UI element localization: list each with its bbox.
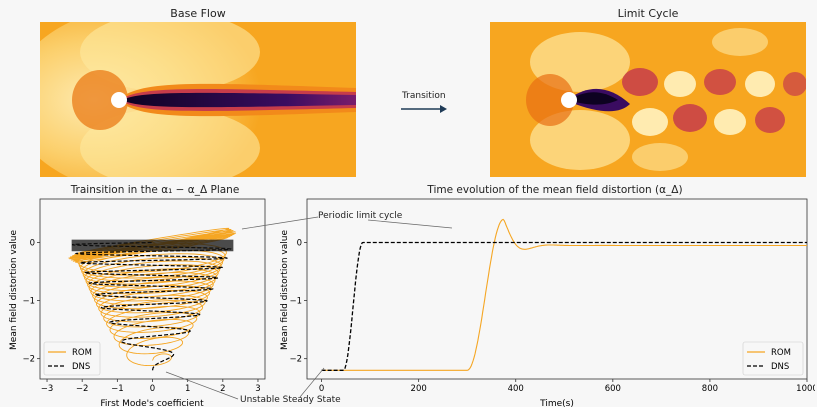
rom-line <box>321 218 807 371</box>
y-tick-label: 0 <box>297 239 302 249</box>
rom-line <box>68 227 237 367</box>
limit-cycle-annotation: Periodic limit cycle <box>318 211 403 221</box>
transition-label: Transition <box>402 91 446 101</box>
dns-line <box>72 241 232 371</box>
y-tick-label: −1 <box>289 297 302 307</box>
x-tick-label: 400 <box>508 384 524 394</box>
x-tick-label: −2 <box>76 384 89 394</box>
limit-cycle-title: Limit Cycle <box>617 7 679 20</box>
x-tick-label: 0 <box>150 384 155 394</box>
phase-plane-ticks: −3 −2 −1 0 1 2 3 0 −1 −2 <box>22 239 260 394</box>
phase-plane-chart: −3 −2 −1 0 1 2 3 0 −1 −2 First Mode's coefficient… <box>9 198 266 407</box>
phase-plane-legend-dns: DNS <box>72 362 90 372</box>
x-tick-label: 200 <box>411 384 427 394</box>
x-tick-label: 800 <box>702 384 718 394</box>
phase-plane-legend-rom: ROM <box>72 348 92 358</box>
x-tick-label: 3 <box>255 384 260 394</box>
limit-cycle-band <box>71 239 234 252</box>
time-evolution-legend-rom: ROM <box>771 348 791 358</box>
base-flow-field-image <box>40 22 356 177</box>
time-evolution-legend-dns: DNS <box>771 362 789 372</box>
base-flow-title: Base Flow <box>170 7 226 20</box>
phase-plane-legend: ROM DNS <box>43 341 101 376</box>
limit-cycle-field-image <box>490 22 806 177</box>
x-tick-label: 1 <box>185 384 190 394</box>
y-tick-label: −2 <box>289 355 302 365</box>
phase-plane-rom-series <box>68 227 237 367</box>
x-tick-label: 2 <box>220 384 225 394</box>
y-tick-label: −1 <box>22 297 35 307</box>
y-tick-label: 0 <box>30 239 35 249</box>
steady-state-annotation: Unstable Steady State <box>240 395 341 405</box>
phase-plane-title: Trainsition in the α₁ − α_Δ Plane <box>70 184 240 196</box>
x-tick-label: −3 <box>41 384 54 394</box>
time-evolution-xlabel: Time(s) <box>539 399 574 407</box>
x-tick-label: −1 <box>111 384 124 394</box>
time-evolution-ylabel: Mean field distortion value <box>280 230 290 350</box>
phase-plane-ylabel: Mean field distortion value <box>9 230 19 350</box>
time-evolution-title: Time evolution of the mean field distort… <box>427 184 683 196</box>
y-tick-label: −2 <box>22 355 35 365</box>
time-evolution-rom-series <box>321 218 807 371</box>
phase-plane-dns-series <box>71 239 234 371</box>
phase-plane-xlabel: First Mode's coefficient <box>100 399 204 407</box>
x-tick-label: 600 <box>605 384 621 394</box>
time-evolution-legend: ROM DNS <box>742 341 804 376</box>
x-tick-label: 0 <box>319 384 324 394</box>
transition-arrow <box>401 105 447 113</box>
